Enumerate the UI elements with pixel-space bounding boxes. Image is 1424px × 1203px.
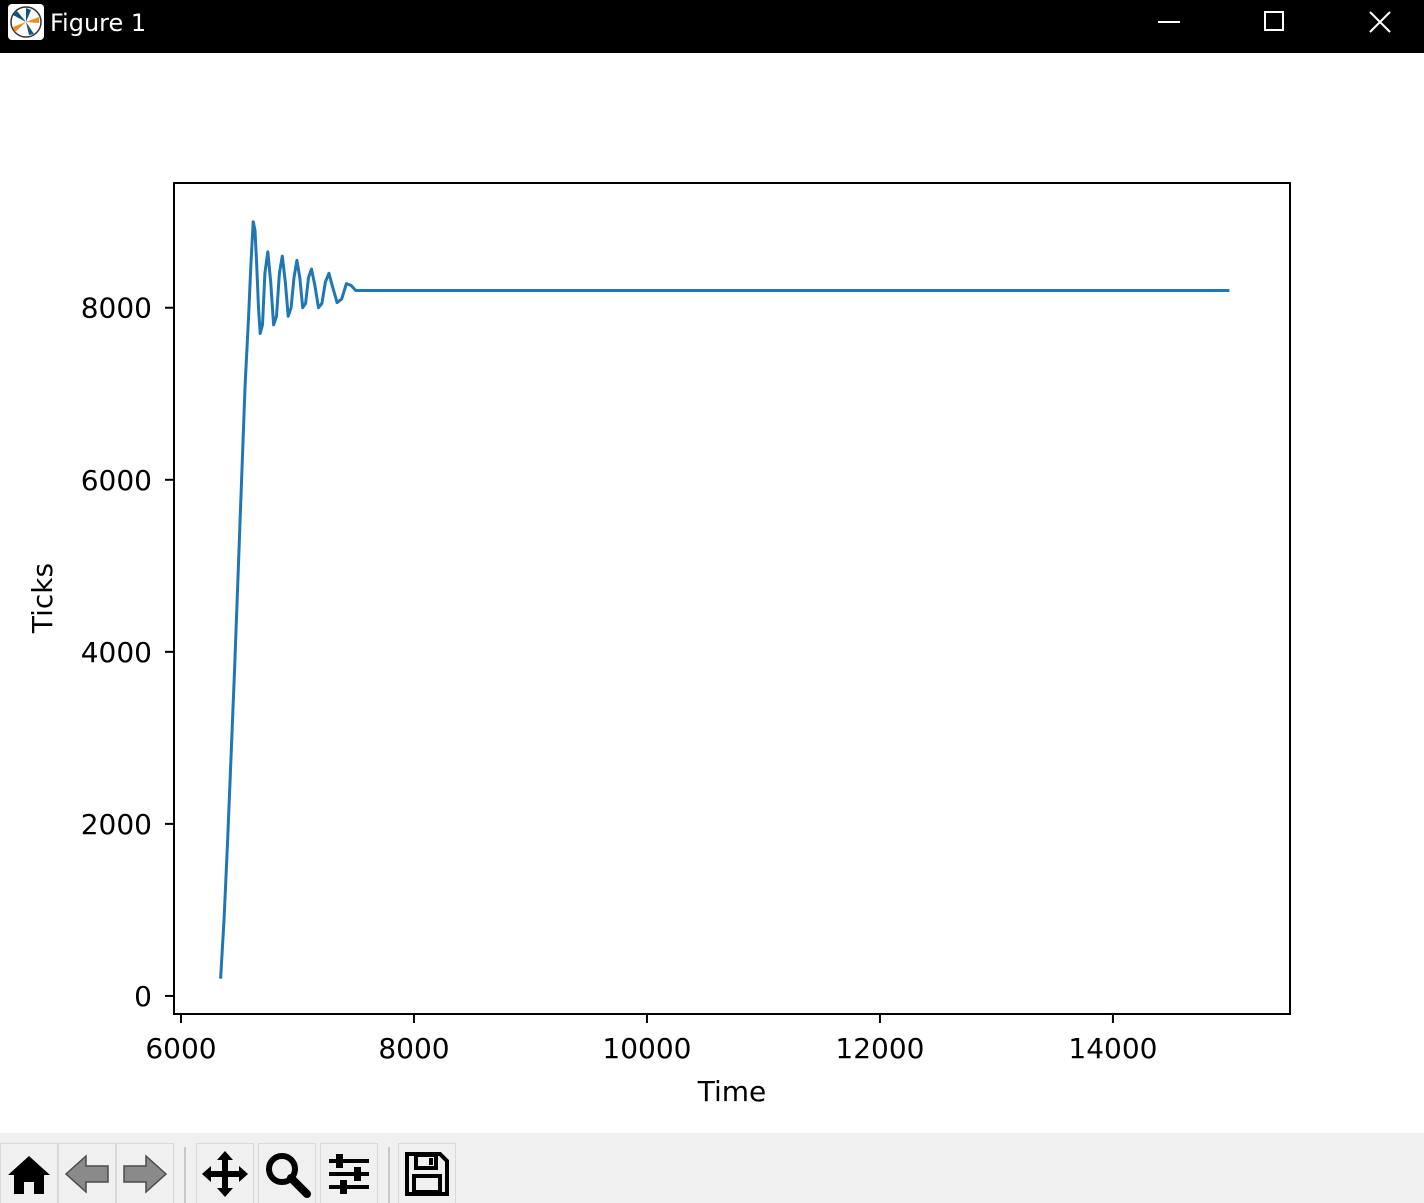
back-button[interactable]	[58, 1143, 116, 1203]
y-axis-label: Ticks	[26, 563, 59, 634]
y-tick-label: 4000	[81, 636, 152, 669]
close-button[interactable]	[1330, 0, 1424, 44]
y-tick-label: 8000	[81, 292, 152, 325]
minimize-button[interactable]	[1119, 0, 1219, 44]
y-tick-label: 6000	[81, 464, 152, 497]
y-tick-label: 2000	[81, 808, 152, 841]
x-axis-label: Time	[697, 1075, 767, 1108]
zoom-magnifier-icon	[266, 1152, 311, 1198]
subplots-sliders-icon	[329, 1153, 369, 1194]
close-icon	[1369, 11, 1391, 33]
series-line	[219, 220, 1230, 979]
window-title: Figure 1	[50, 9, 147, 37]
minimize-icon	[1158, 21, 1180, 23]
line-chart: 6000 8000 10000 12000 14000 0 2000 4000 6000 8000…	[26, 182, 1291, 1108]
zoom-button[interactable]	[258, 1143, 316, 1203]
toolbar-separator	[184, 1147, 186, 1203]
back-arrow-icon	[64, 1153, 109, 1194]
x-tick-label: 10000	[602, 1032, 691, 1065]
x-tick-label: 14000	[1068, 1032, 1157, 1065]
save-button[interactable]	[398, 1143, 456, 1203]
pan-icon	[202, 1150, 248, 1197]
home-button[interactable]	[0, 1143, 58, 1203]
pan-button[interactable]	[196, 1143, 254, 1203]
x-tick-label: 12000	[835, 1032, 924, 1065]
save-floppy-icon	[405, 1151, 449, 1196]
window-titlebar: Figure 1	[0, 0, 1424, 53]
maximize-button[interactable]	[1224, 0, 1324, 44]
maximize-icon	[1264, 11, 1284, 31]
home-icon	[8, 1155, 50, 1194]
toolbar-separator	[388, 1147, 390, 1203]
y-tick-label: 0	[134, 980, 152, 1013]
navigation-toolbar	[0, 1133, 1424, 1203]
matplotlib-logo-icon	[8, 4, 44, 40]
x-tick-label: 8000	[378, 1032, 449, 1065]
configure-subplots-button[interactable]	[320, 1143, 378, 1203]
x-tick-label: 6000	[145, 1032, 216, 1065]
forward-button[interactable]	[116, 1143, 174, 1203]
forward-arrow-icon	[123, 1153, 168, 1194]
figure-canvas[interactable]: 6000 8000 10000 12000 14000 0 2000 4000 6000 8000…	[0, 53, 1424, 1133]
axes-frame	[173, 182, 1291, 1015]
